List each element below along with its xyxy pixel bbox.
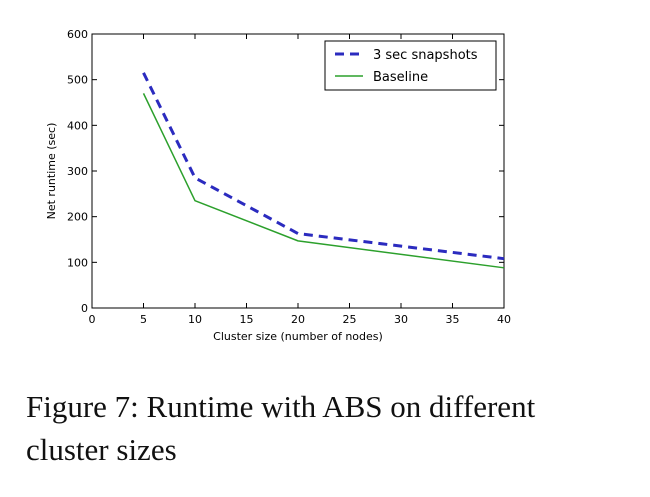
series-line-snapshots (142, 72, 505, 261)
x-tick-label: 20 (291, 313, 305, 326)
x-tick-label: 5 (140, 313, 147, 326)
y-tick-label: 600 (67, 28, 88, 41)
x-axis-label: Cluster size (number of nodes) (213, 330, 383, 343)
legend-label: Baseline (373, 70, 428, 85)
figure-caption: Figure 7: Runtime with ABS on different … (26, 389, 536, 467)
y-tick-label: 100 (67, 256, 88, 269)
x-tick-label: 30 (394, 313, 408, 326)
y-tick-label: 200 (67, 211, 88, 224)
x-tick-label: 25 (343, 313, 357, 326)
y-tick-label: 0 (81, 302, 88, 315)
series-line-baseline (142, 93, 505, 269)
line-chart: 0 5 10 15 20 25 30 35 400100200300400500600Clust… (45, 28, 511, 343)
y-axis-label: Net runtime (sec) (45, 123, 58, 220)
x-tick-label: 0 (89, 313, 96, 326)
x-tick-label: 40 (497, 313, 511, 326)
legend-box (324, 40, 497, 91)
x-tick-label: 15 (240, 313, 254, 326)
y-tick-label: 300 (67, 165, 88, 178)
y-tick-label: 400 (67, 119, 88, 132)
x-tick-label: 35 (446, 313, 460, 326)
legend-label: 3 sec snapshots (373, 48, 478, 63)
x-tick-label: 10 (188, 313, 202, 326)
y-tick-label: 500 (67, 74, 88, 87)
